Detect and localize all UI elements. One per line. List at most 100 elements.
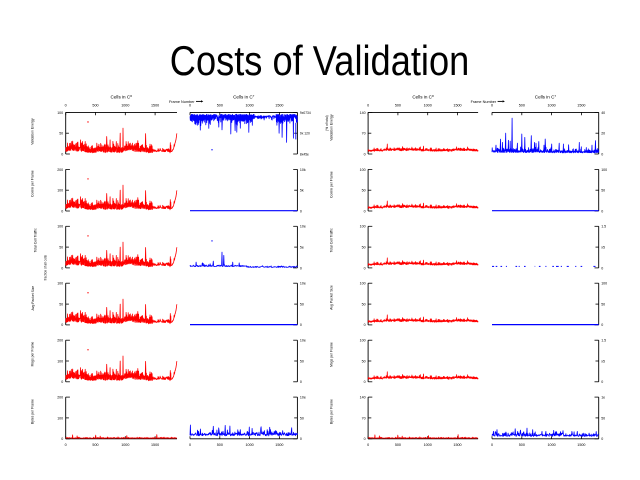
- svg-text:0: 0: [61, 152, 63, 156]
- svg-text:8x45e: 8x45e: [300, 152, 309, 156]
- svg-text:Cells in CT: Cells in CT: [233, 94, 255, 99]
- svg-text:100: 100: [360, 339, 366, 343]
- svg-text:1000: 1000: [245, 103, 253, 107]
- svg-text:200: 200: [57, 168, 63, 172]
- svg-text:1500: 1500: [453, 103, 461, 107]
- svg-text:1000: 1000: [547, 443, 555, 447]
- svg-text:Validation Energy: Validation Energy: [330, 114, 334, 141]
- svg-text:100: 100: [57, 189, 63, 193]
- svg-text:1000: 1000: [424, 103, 432, 107]
- svg-text:0: 0: [61, 437, 63, 441]
- svg-text:0: 0: [300, 437, 302, 441]
- svg-text:fraction of all cells: fraction of all cells: [44, 255, 48, 281]
- svg-text:1500: 1500: [577, 443, 585, 447]
- svg-text:0: 0: [601, 323, 603, 327]
- svg-text:0: 0: [300, 266, 302, 270]
- svg-text:500: 500: [519, 103, 525, 107]
- svg-text:(% of total): (% of total): [325, 115, 329, 130]
- svg-text:500: 500: [395, 443, 401, 447]
- svg-text:1500: 1500: [453, 443, 461, 447]
- svg-text:0: 0: [61, 380, 63, 384]
- svg-text:0: 0: [364, 266, 366, 270]
- svg-text:1000: 1000: [121, 103, 129, 107]
- svg-text:Frame Number: Frame Number: [471, 100, 497, 104]
- svg-text:100: 100: [360, 282, 366, 286]
- svg-text:9x 120: 9x 120: [300, 132, 310, 136]
- svg-text:100: 100: [601, 168, 607, 172]
- svg-text:100: 100: [57, 359, 63, 363]
- svg-text:20: 20: [601, 132, 605, 136]
- svg-text:0: 0: [61, 209, 63, 213]
- svg-text:Total Cell Traffic: Total Cell Traffic: [34, 228, 38, 252]
- svg-text:Msgs per Frame: Msgs per Frame: [31, 342, 35, 367]
- svg-text:0: 0: [601, 152, 603, 156]
- svg-text:200: 200: [57, 339, 63, 343]
- svg-text:50: 50: [601, 302, 605, 306]
- svg-text:1000: 1000: [424, 443, 432, 447]
- svg-text:x5: x5: [601, 359, 605, 363]
- svg-text:0: 0: [61, 323, 63, 327]
- svg-text:Bytes per Frame: Bytes per Frame: [330, 399, 334, 424]
- svg-text:0: 0: [300, 323, 302, 327]
- svg-text:9x0734: 9x0734: [300, 111, 311, 115]
- svg-text:0: 0: [601, 437, 603, 441]
- svg-text:100: 100: [601, 282, 607, 286]
- svg-text:0: 0: [300, 380, 302, 384]
- svg-text:50: 50: [59, 302, 63, 306]
- svg-text:1500: 1500: [151, 103, 159, 107]
- svg-text:50: 50: [362, 302, 366, 306]
- svg-text:40: 40: [601, 111, 605, 115]
- svg-text:200: 200: [57, 396, 63, 400]
- svg-text:1.5: 1.5: [601, 339, 606, 343]
- svg-text:1000: 1000: [245, 443, 253, 447]
- svg-text:500: 500: [92, 443, 98, 447]
- svg-text:50: 50: [362, 359, 366, 363]
- svg-text:Bytes per Frame: Bytes per Frame: [31, 399, 35, 424]
- svg-text:0: 0: [364, 152, 366, 156]
- svg-text:10e: 10e: [300, 282, 306, 286]
- svg-text:50: 50: [300, 302, 304, 306]
- svg-text:1e: 1e: [601, 396, 605, 400]
- svg-text:1500: 1500: [275, 103, 283, 107]
- svg-text:100: 100: [57, 416, 63, 420]
- svg-text:Avg Packet Size: Avg Packet Size: [330, 285, 334, 310]
- svg-text:1.5: 1.5: [601, 225, 606, 229]
- svg-text:500: 500: [217, 103, 223, 107]
- svg-text:0: 0: [491, 443, 493, 447]
- svg-text:100: 100: [57, 282, 63, 286]
- svg-text:Avg Packet Size: Avg Packet Size: [31, 286, 35, 311]
- svg-text:0: 0: [601, 266, 603, 270]
- svg-text:1000: 1000: [547, 103, 555, 107]
- svg-text:500: 500: [92, 103, 98, 107]
- svg-text:0: 0: [65, 103, 67, 107]
- svg-text:50: 50: [300, 359, 304, 363]
- svg-text:Cells in CT: Cells in CT: [535, 94, 557, 99]
- svg-text:70: 70: [362, 416, 366, 420]
- svg-text:100: 100: [360, 168, 366, 172]
- svg-text:140: 140: [360, 396, 366, 400]
- svg-text:100: 100: [360, 225, 366, 229]
- svg-text:0: 0: [61, 266, 63, 270]
- svg-text:0: 0: [65, 443, 67, 447]
- svg-text:0: 0: [367, 103, 369, 107]
- svg-text:5e: 5e: [300, 246, 304, 250]
- svg-text:0: 0: [364, 437, 366, 441]
- svg-text:0: 0: [601, 380, 603, 384]
- svg-text:10e: 10e: [300, 225, 306, 229]
- svg-text:100: 100: [57, 225, 63, 229]
- svg-text:50: 50: [362, 246, 366, 250]
- svg-text:0: 0: [189, 103, 191, 107]
- svg-text:10k: 10k: [300, 168, 306, 172]
- svg-text:Comm per Frame: Comm per Frame: [330, 171, 334, 198]
- svg-text:50: 50: [362, 189, 366, 193]
- svg-text:Total Cell Traffic: Total Cell Traffic: [330, 228, 334, 252]
- svg-text:0: 0: [189, 443, 191, 447]
- svg-text:Cells in CR: Cells in CR: [412, 94, 434, 99]
- svg-text:10e: 10e: [300, 396, 306, 400]
- svg-text:0: 0: [364, 323, 366, 327]
- svg-text:100: 100: [57, 111, 63, 115]
- svg-text:70: 70: [362, 132, 366, 136]
- svg-text:Msgs per Frame: Msgs per Frame: [330, 342, 334, 367]
- svg-text:1500: 1500: [275, 443, 283, 447]
- svg-text:50: 50: [601, 416, 605, 420]
